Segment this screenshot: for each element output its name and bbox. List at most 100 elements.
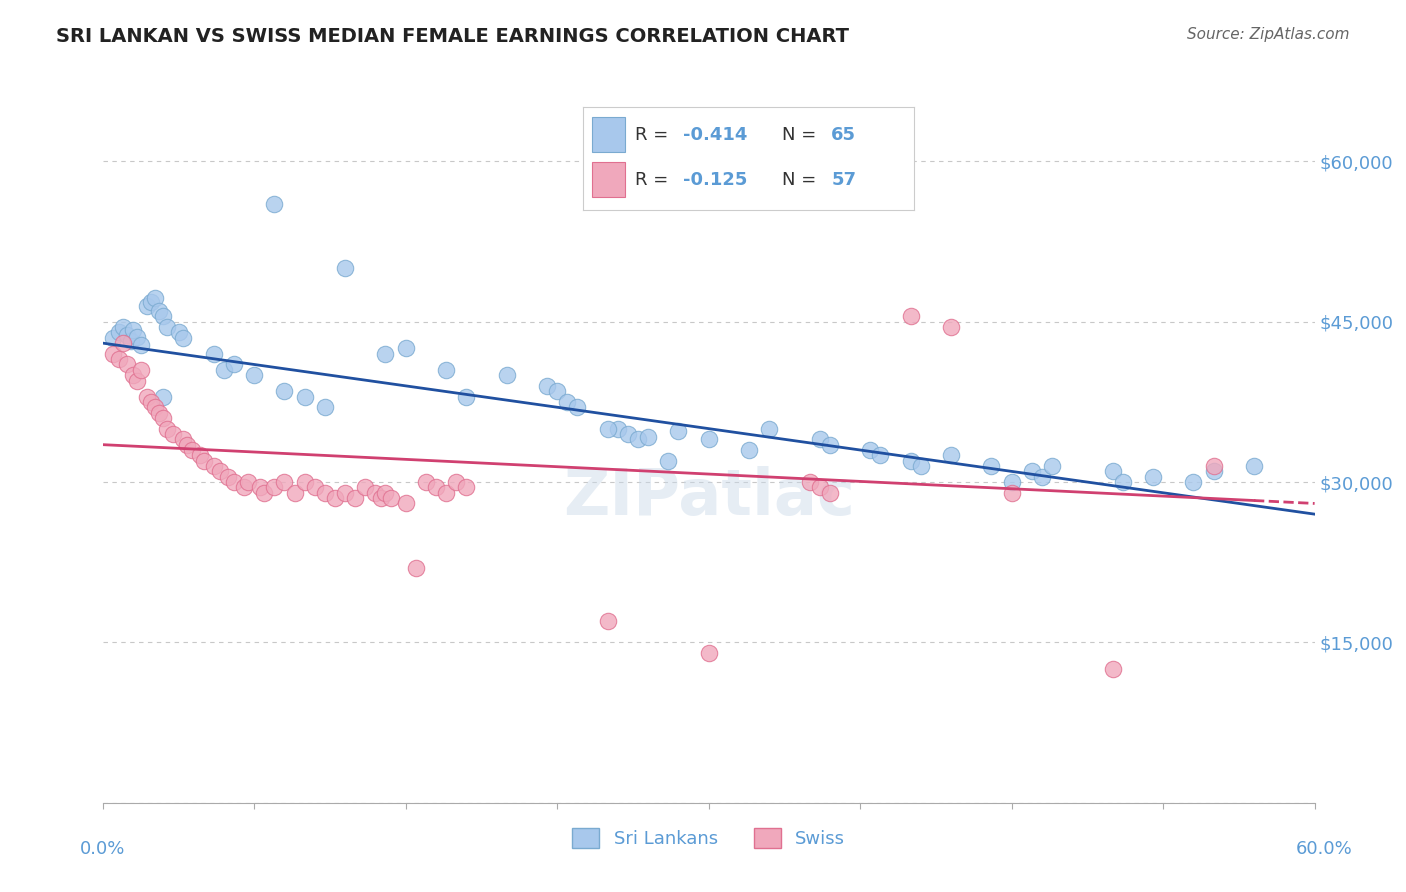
Point <box>115 327 138 342</box>
Point <box>1101 464 1123 478</box>
Point <box>222 475 245 489</box>
Point <box>980 458 1002 473</box>
Point <box>101 331 124 345</box>
Point <box>129 363 152 377</box>
Point <box>263 197 285 211</box>
Text: 0.0%: 0.0% <box>80 840 125 858</box>
Point <box>202 458 225 473</box>
Text: -0.414: -0.414 <box>683 126 747 144</box>
Text: N =: N = <box>782 171 821 189</box>
Point <box>111 320 134 334</box>
Point <box>152 411 174 425</box>
Point <box>859 442 882 457</box>
Point <box>1040 458 1063 473</box>
Point <box>243 368 266 383</box>
Point <box>111 336 134 351</box>
Point <box>939 448 962 462</box>
Point <box>434 363 457 377</box>
Point <box>555 395 578 409</box>
Point <box>169 326 191 340</box>
Point <box>596 422 619 436</box>
Text: R =: R = <box>634 171 673 189</box>
Legend: Sri Lankans, Swiss: Sri Lankans, Swiss <box>565 822 852 855</box>
Point <box>666 424 689 438</box>
Point <box>314 485 336 500</box>
Point <box>162 427 184 442</box>
Point <box>273 475 295 489</box>
Point <box>333 485 356 500</box>
Point <box>143 401 166 415</box>
Point <box>415 475 437 489</box>
Point <box>294 390 316 404</box>
Point <box>394 342 418 356</box>
Point <box>115 358 138 372</box>
Point <box>456 480 478 494</box>
Point <box>546 384 568 399</box>
Point <box>125 329 148 343</box>
Point <box>101 347 124 361</box>
Point <box>1001 485 1024 500</box>
Point <box>208 464 231 478</box>
Point <box>323 491 346 505</box>
Point <box>910 458 932 473</box>
Point <box>657 453 679 467</box>
Point <box>939 320 962 334</box>
Point <box>758 422 780 436</box>
Point <box>536 379 558 393</box>
Point <box>818 485 841 500</box>
Point <box>249 480 271 494</box>
Bar <box>592 162 624 197</box>
Text: 60.0%: 60.0% <box>1296 840 1353 858</box>
Point <box>567 401 589 415</box>
Point <box>148 304 170 318</box>
Point <box>1202 464 1225 478</box>
Point <box>122 323 145 337</box>
Point <box>143 291 166 305</box>
Point <box>294 475 316 489</box>
Point <box>193 453 215 467</box>
Point <box>495 368 517 383</box>
Point <box>120 334 142 348</box>
Point <box>1031 469 1053 483</box>
Point <box>444 475 467 489</box>
Point <box>606 422 628 436</box>
Point <box>1142 469 1164 483</box>
Point <box>222 358 245 372</box>
Point <box>869 448 891 462</box>
Text: R =: R = <box>634 126 673 144</box>
Point <box>139 395 162 409</box>
Point <box>283 485 305 500</box>
Text: 57: 57 <box>831 171 856 189</box>
Point <box>152 390 174 404</box>
Point <box>139 295 162 310</box>
Point <box>1112 475 1135 489</box>
Point <box>1243 458 1265 473</box>
Point <box>148 406 170 420</box>
Point <box>136 299 159 313</box>
Point <box>122 368 145 383</box>
Point <box>394 496 418 510</box>
Text: ZIPatlас: ZIPatlас <box>562 467 855 528</box>
Point <box>1021 464 1043 478</box>
Point <box>637 430 659 444</box>
Point <box>107 352 129 367</box>
Point <box>344 491 367 505</box>
Point <box>434 485 457 500</box>
Point <box>188 448 211 462</box>
Point <box>176 437 198 451</box>
Point <box>212 363 235 377</box>
Point <box>314 401 336 415</box>
Point <box>156 320 179 334</box>
Point <box>374 347 396 361</box>
Point <box>799 475 821 489</box>
Point <box>425 480 447 494</box>
Point <box>107 326 129 340</box>
Text: -0.125: -0.125 <box>683 171 747 189</box>
Point <box>1001 475 1024 489</box>
Point <box>617 427 640 442</box>
Point <box>900 310 922 324</box>
Point <box>1182 475 1205 489</box>
Point <box>236 475 259 489</box>
Point <box>808 480 831 494</box>
Point <box>156 422 179 436</box>
